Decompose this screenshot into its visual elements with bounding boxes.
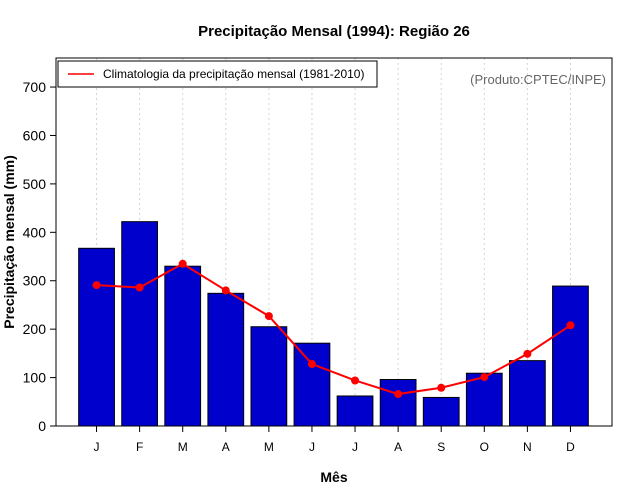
chart-title: Precipitação Mensal (1994): Região 26 — [198, 23, 470, 40]
climatology-line — [92, 259, 575, 399]
legend-label: Climatologia da precipitação mensal (198… — [103, 67, 364, 81]
legend-box — [57, 60, 378, 88]
plot-frame — [55, 57, 613, 427]
x-tick-label: A — [222, 440, 230, 454]
climatology-point — [178, 259, 187, 268]
y-tick-label: 0 — [38, 418, 46, 434]
x-tick-label: J — [352, 440, 358, 454]
y-tick-label: 700 — [23, 79, 47, 95]
climatology-point — [351, 376, 360, 385]
climatology-point — [221, 286, 230, 295]
bar — [422, 396, 460, 427]
climatology-point — [394, 390, 403, 399]
bar — [78, 247, 115, 427]
x-tick-label: F — [136, 440, 143, 454]
climatology-polyline — [96, 262, 572, 396]
climatology-point — [92, 281, 101, 290]
credit-annotation: (Produto:CPTEC/INPE) — [470, 72, 606, 87]
climatology-point — [264, 312, 273, 321]
bar — [207, 292, 245, 427]
x-tick-label: D — [566, 440, 575, 454]
y-axis-ticks: 0 100 200 300 400 500 600 700 — [23, 79, 56, 434]
y-tick-label: 200 — [23, 321, 47, 337]
bar — [121, 221, 159, 427]
x-tick-label: M — [178, 440, 188, 454]
bar — [552, 285, 589, 427]
x-tick-label: A — [394, 440, 402, 454]
climatology-point — [523, 349, 532, 358]
bar — [164, 265, 202, 427]
x-tick-label: J — [309, 440, 315, 454]
bar — [293, 342, 331, 427]
bars — [78, 221, 589, 427]
y-tick-label: 500 — [23, 176, 47, 192]
bar — [379, 379, 417, 427]
bar — [508, 360, 546, 427]
x-tick-label: S — [437, 440, 445, 454]
x-tick-label: J — [94, 440, 100, 454]
y-tick-label: 400 — [23, 224, 47, 240]
x-axis-label: Mês — [320, 469, 347, 485]
y-tick-label: 100 — [23, 370, 47, 386]
x-tick-label: N — [523, 440, 532, 454]
x-tick-label: M — [264, 440, 274, 454]
legend: Climatologia da precipitação mensal (198… — [57, 60, 378, 88]
climatology-point — [480, 373, 489, 382]
y-tick-label: 300 — [23, 273, 47, 289]
y-tick-label: 600 — [23, 127, 47, 143]
bar — [250, 326, 288, 427]
climatology-point — [307, 360, 316, 369]
climatology-point — [135, 283, 144, 292]
climatology-point — [566, 321, 575, 330]
y-axis-label: Precipitação mensal (mm) — [1, 155, 17, 329]
climatology-point — [437, 383, 446, 392]
bar — [336, 395, 374, 427]
x-tick-label: O — [480, 440, 489, 454]
